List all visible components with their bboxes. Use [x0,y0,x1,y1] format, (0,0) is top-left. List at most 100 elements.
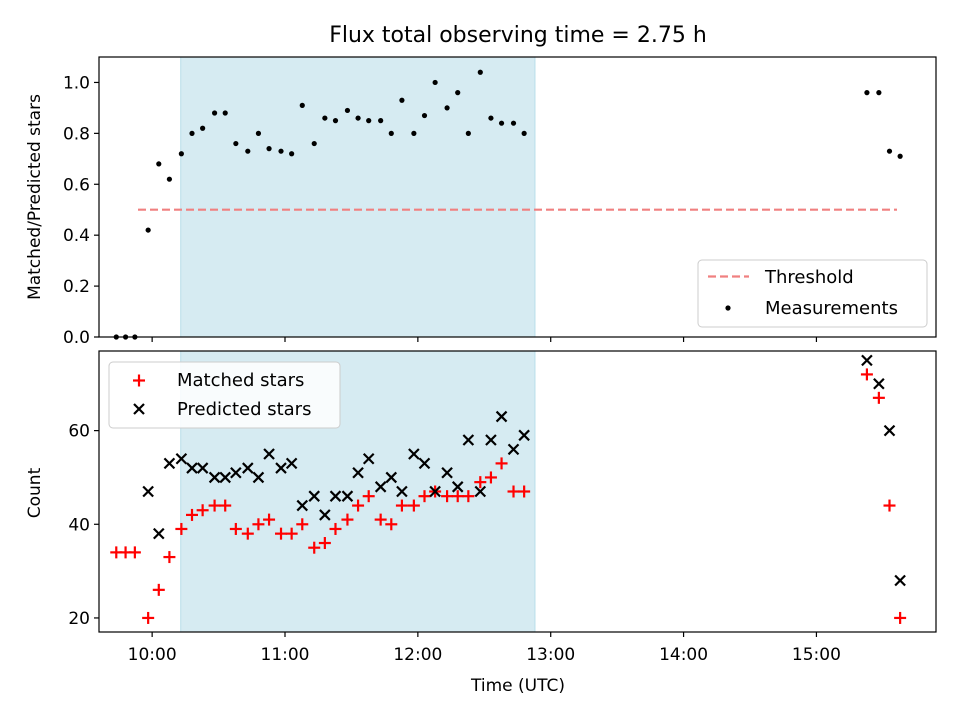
top-y-tick-label: 0.8 [63,124,90,144]
bottom-y-tick-label: 40 [68,515,90,535]
bottom-x-tick-label: 11:00 [261,645,310,665]
top-y-tick-label: 1.0 [63,73,90,93]
matched-star-point [518,485,531,498]
predicted-star-point [319,509,331,521]
measurement-point [876,90,882,96]
predicted-star-point [352,466,364,479]
predicted-star-point [230,466,242,479]
predicted-star-point [175,452,188,465]
measurement-point [455,90,461,96]
measurement-point [355,115,361,121]
measurement-point [189,130,195,136]
matched-star-point [484,471,497,484]
top-legend-box [697,259,928,328]
legend-predicted-swatch [133,403,145,415]
measurement-points [113,69,903,340]
measurement-point [432,79,438,86]
top-axes-frame [98,56,937,338]
predicted-star-point [429,485,441,498]
predicted-star-point [153,527,165,540]
matched-star-point [507,485,520,498]
predicted-star-point [507,443,520,456]
matched-star-point [441,490,454,503]
predicted-star-point [252,471,265,484]
bottom-y-axis: 20 40 60 [68,422,99,629]
matched-star-point [883,499,896,512]
matched-star-point [296,518,309,531]
bottom-legend-box [108,361,341,429]
predicted-star-point [396,485,408,498]
matched-star-point [219,499,232,512]
predicted-star-point [296,499,309,512]
predicted-star-point [451,481,464,493]
measurement-point [344,107,351,114]
top-shaded-interval [180,56,536,338]
bottom-x-tick-label: 13:00 [526,645,575,665]
matched-star-point [285,527,298,540]
matched-star-point [163,551,176,564]
bottom-y-tick-label: 20 [68,609,90,629]
top-y-tick-label: 0.0 [63,328,90,348]
measurement-point [278,148,284,154]
bottom-y-tick-label: 60 [68,422,90,442]
predicted-star-point [883,424,896,437]
measurement-point [399,97,405,103]
matched-star-point [341,513,354,526]
bottom-x-tick-label: 12:00 [393,645,442,665]
matched-star-point [385,518,398,531]
matched-star-point [352,499,365,512]
measurement-point [299,102,305,108]
predicted-star-point [275,462,287,474]
predicted-star-point [219,471,231,484]
predicted-star-point [196,462,209,474]
bottom-panel: 20 40 60 10:00 11:00 12:00 13:00 14:00 15:00 Co… [25,350,937,696]
predicted-star-point [308,490,321,502]
legend-matched-swatch [133,374,145,387]
matched-star-point [418,490,431,503]
predicted-star-point [495,410,508,423]
predicted-star-point [285,457,298,470]
matched-star-point [462,490,475,503]
measurement-point [488,115,494,121]
legend-threshold-label: Threshold [764,267,854,288]
matched-star-point [451,490,464,503]
predicted-star-point [163,457,176,470]
predicted-star-point [208,471,221,484]
top-panel: 0.0 0.2 0.4 0.6 0.8 1.0 Matched/Predicted sta… [25,56,937,348]
legend-measurements-label: Measurements [765,298,898,319]
top-y-tick-label: 0.6 [63,175,90,195]
bottom-y-axis-label: Count [25,467,45,518]
predicted-star-point [374,481,387,493]
predicted-star-point [341,490,354,502]
measurement-point [233,140,239,147]
legend-measurements-swatch [725,305,731,311]
predicted-star-point [418,457,431,470]
measurement-point [178,151,184,157]
matched-star-point [495,457,508,470]
matched-star-point [175,522,188,535]
top-legend: Threshold Measurements [697,259,928,328]
matched-star-point [208,499,221,512]
predicted-star-point [385,471,398,484]
predicted-star-point [441,466,453,479]
measurement-point [444,105,450,111]
matched-star-point [362,490,375,503]
matched-star-point [329,522,342,535]
matched-star-point [196,504,209,517]
measurement-point [477,69,483,75]
x-axis-label: Time (UTC) [470,676,565,696]
predicted-star-point [408,448,420,460]
matched-star-point [152,583,165,596]
predicted-star-point [362,452,375,465]
matched-star-point [252,518,265,531]
predicted-star-point [263,448,275,460]
measurement-point [366,118,372,124]
matched-star-point [186,508,198,521]
predicted-star-point [873,378,885,390]
measurement-point [166,176,173,182]
measurement-point [332,118,339,124]
predicted-star-point [462,434,475,446]
measurement-point [266,146,272,152]
predicted-star-point [474,485,487,498]
